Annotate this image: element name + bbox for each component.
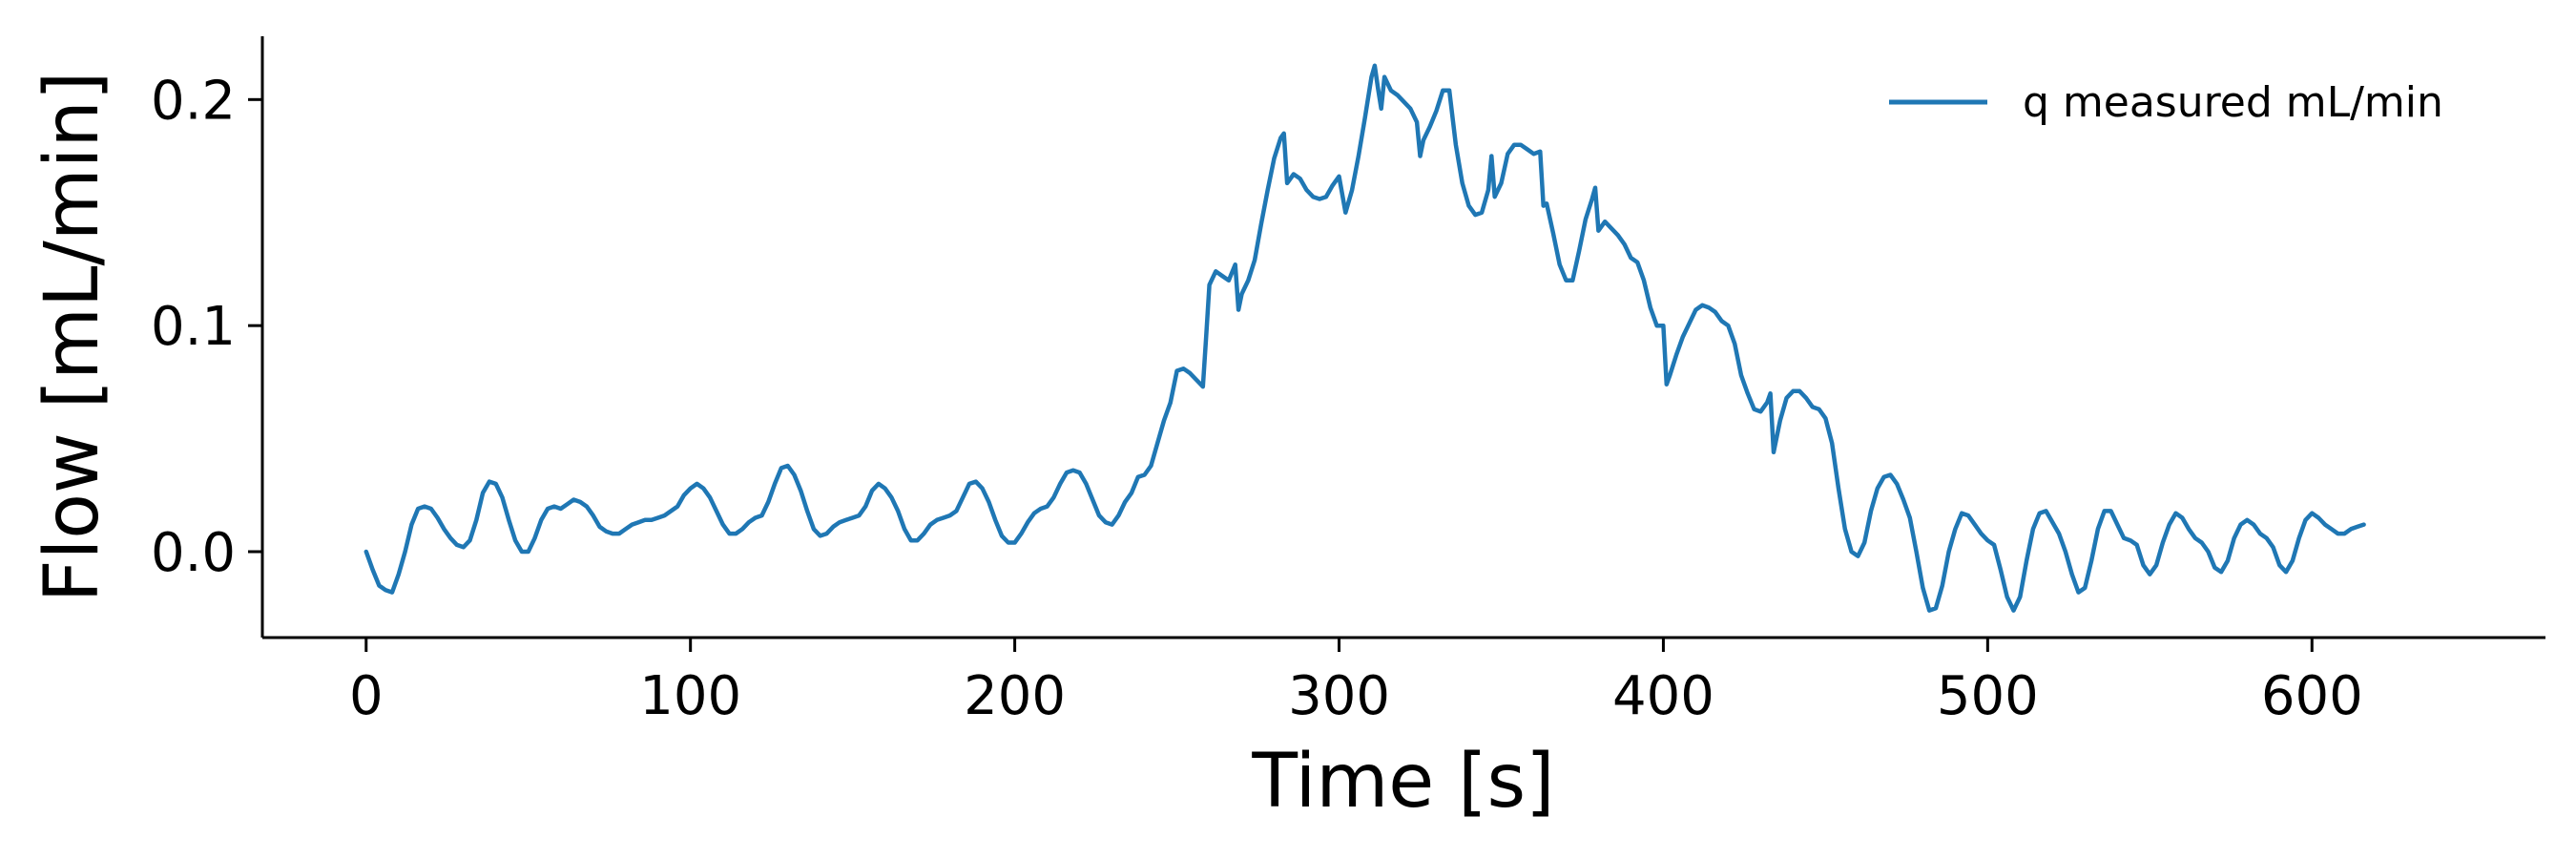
legend: q measured mL/min bbox=[1889, 78, 2443, 127]
series-line bbox=[364, 63, 2366, 613]
legend-label: q measured mL/min bbox=[2023, 78, 2443, 127]
y-ticks: 0.0 0.1 0.2 bbox=[151, 70, 262, 584]
x-axis-title: Time [s] bbox=[1251, 739, 1554, 825]
x-tick-label: 200 bbox=[964, 665, 1066, 727]
x-tick-label: 0 bbox=[349, 665, 384, 727]
x-tick-label: 100 bbox=[639, 665, 741, 727]
axes bbox=[260, 36, 2545, 639]
x-tick-label: 500 bbox=[1937, 665, 2039, 727]
y-tick-label: 0.2 bbox=[151, 70, 236, 132]
x-tick-label: 300 bbox=[1288, 665, 1390, 727]
y-axis-title: Flow [mL/min] bbox=[30, 72, 115, 603]
y-tick-label: 0.1 bbox=[151, 296, 236, 358]
x-ticks: 0 100 200 300 400 500 600 bbox=[349, 638, 2363, 727]
y-tick-label: 0.0 bbox=[151, 522, 236, 584]
x-tick-label: 600 bbox=[2261, 665, 2363, 727]
x-tick-label: 400 bbox=[1612, 665, 1714, 727]
